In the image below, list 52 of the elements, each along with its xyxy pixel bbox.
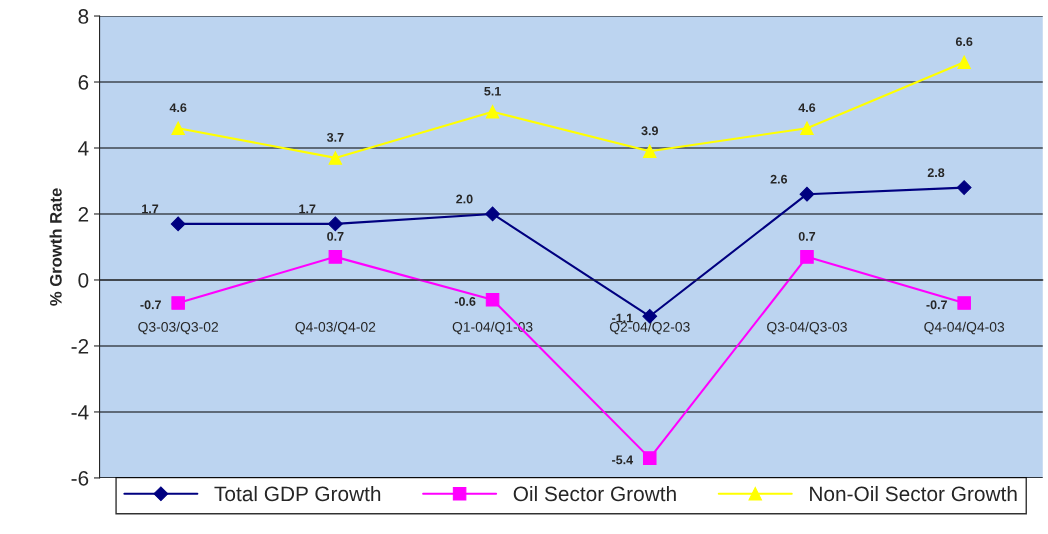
y-axis-title: % Growth Rate: [49, 188, 62, 306]
data-label: 0.7: [327, 231, 344, 241]
y-tick-label: -2: [71, 338, 89, 354]
point: [328, 151, 343, 165]
y-tick-label: -4: [71, 405, 89, 420]
point: [170, 216, 186, 232]
data-label: 2.6: [770, 174, 788, 184]
point: [956, 180, 972, 195]
point: [800, 121, 814, 135]
data-label: 0.7: [798, 231, 816, 241]
point: [171, 121, 185, 135]
x-tick-label: Q2-04/Q2-03: [609, 321, 690, 335]
legend-label: Total GDP Growth: [214, 485, 381, 502]
data-label: 1.7: [142, 204, 159, 214]
data-label: 6.6: [955, 37, 973, 47]
x-tick-label: Q4-04/Q4-03: [924, 321, 1005, 335]
y-tick-label: 4: [78, 141, 89, 156]
data-label: -0.7: [926, 300, 947, 310]
data-label: 2.0: [456, 194, 473, 204]
data-label: -5.4: [612, 455, 634, 465]
y-tick-label: 0: [78, 272, 89, 288]
y-tick-label: 6: [78, 75, 89, 90]
legend-label: Non-Oil Sector Growth: [810, 485, 1017, 502]
point: [957, 55, 971, 69]
point: [327, 216, 343, 232]
data-label: 3.9: [641, 126, 658, 136]
data-label: -1.1: [612, 313, 633, 323]
data-label: 1.7: [299, 204, 316, 214]
point: [799, 186, 815, 202]
data-label: 5.1: [484, 86, 501, 96]
data-label: 4.6: [798, 103, 816, 113]
point: [800, 250, 814, 264]
point: [485, 206, 500, 222]
data-label: -0.6: [454, 297, 476, 306]
point: [485, 104, 500, 119]
point: [171, 296, 185, 310]
point: [642, 451, 657, 465]
data-label: 3.7: [326, 132, 344, 142]
legend-label: Oil Sector Growth: [513, 485, 676, 502]
y-tick-label: 2: [78, 206, 89, 222]
data-label: -0.7: [140, 300, 161, 310]
y-tick-label: -6: [71, 470, 89, 486]
point: [328, 250, 343, 264]
point: [642, 144, 657, 159]
point: [485, 293, 500, 307]
x-tick-label: Q4-03/Q4-02: [295, 321, 376, 335]
data-label: 2.8: [927, 168, 945, 178]
x-tick-label: Q3-03/Q3-02: [138, 321, 218, 335]
point: [957, 296, 971, 310]
x-tick-label: Q3-04/Q3-03: [767, 321, 847, 335]
y-tick-label: 8: [78, 9, 89, 24]
data-label: 4.6: [169, 103, 187, 113]
